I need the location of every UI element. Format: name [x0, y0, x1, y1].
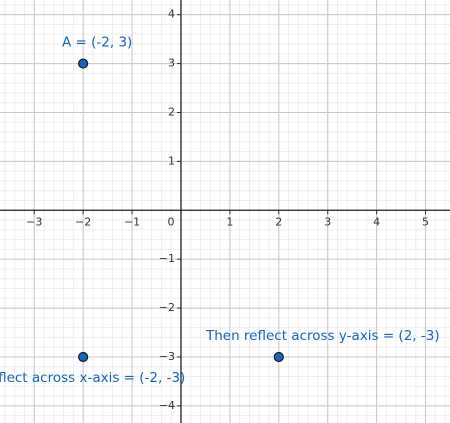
x-tick-label: 1	[226, 215, 233, 228]
point	[78, 351, 89, 363]
point-label: A = (-2, 3)	[62, 35, 132, 51]
y-tick-label: −4	[159, 399, 175, 412]
y-tick-label: 2	[168, 105, 175, 118]
x-tick-label: 4	[373, 215, 380, 228]
x-tick-label: 0	[167, 215, 174, 228]
point-label: Reflect across x-axis = (-2, -3)	[0, 370, 185, 386]
x-tick-label: −1	[124, 215, 140, 228]
y-tick-label: −1	[159, 252, 175, 265]
y-tick-label: 3	[168, 57, 175, 70]
point-label: Then reflect across y-axis = (2, -3)	[205, 328, 440, 344]
x-tick-label: 5	[422, 215, 429, 228]
y-tick-label: 1	[168, 154, 175, 167]
point	[273, 351, 284, 363]
y-tick-label: −3	[159, 350, 175, 363]
x-tick-label: 3	[324, 215, 331, 228]
point	[78, 58, 89, 69]
x-tick-label: −3	[26, 215, 42, 228]
y-tick-label: 4	[168, 8, 175, 21]
x-tick-label: 2	[275, 215, 282, 228]
x-tick-label: −2	[75, 215, 91, 228]
y-tick-label: −2	[159, 301, 175, 314]
